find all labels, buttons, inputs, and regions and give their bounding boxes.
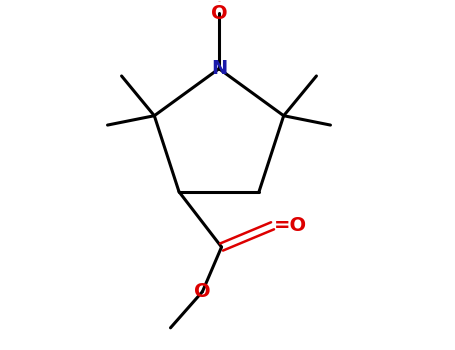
- Text: O: O: [194, 282, 211, 301]
- Text: N: N: [211, 59, 227, 78]
- Text: =O: =O: [274, 216, 308, 235]
- Text: O: O: [211, 4, 228, 23]
